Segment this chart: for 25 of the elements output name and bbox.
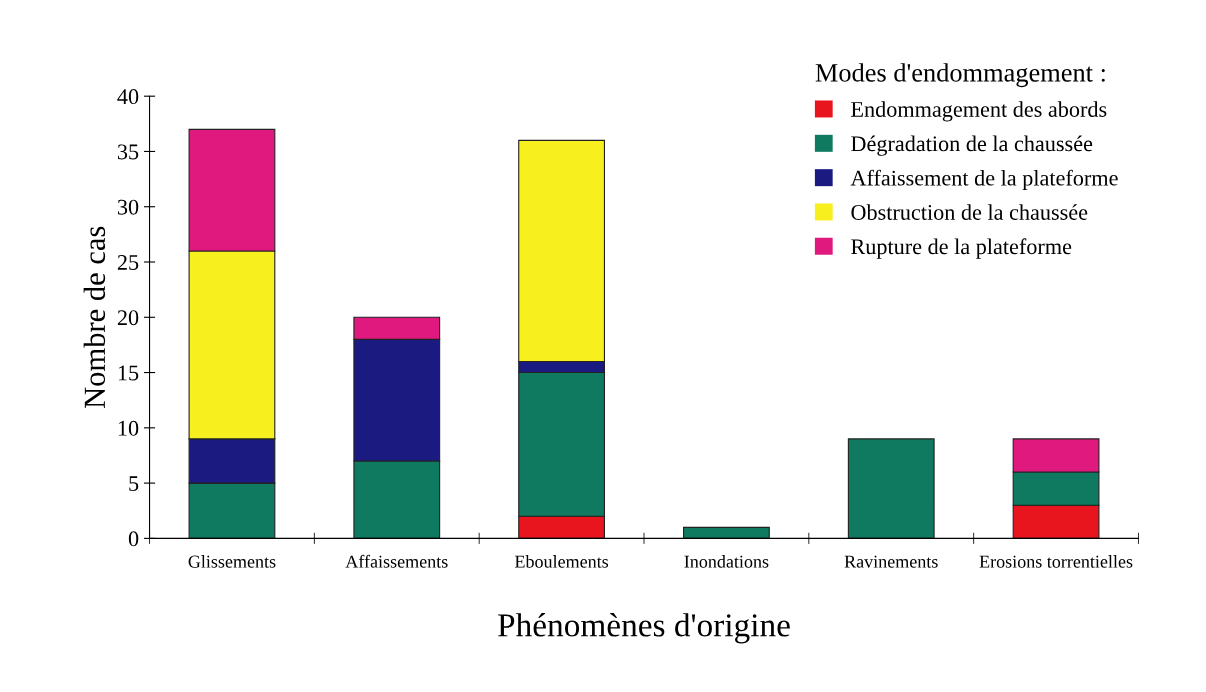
y-axis-title: Nombre de cas	[83, 226, 106, 409]
x-tick-label: Inondations	[684, 555, 769, 568]
legend-label: Affaissement de la plateforme	[850, 169, 1118, 191]
y-tick-label: 40	[117, 89, 139, 105]
y-tick-label: 25	[117, 255, 139, 270]
x-tick-label: Erosions torrentielles	[979, 555, 1133, 568]
y-tick-label: 5	[129, 476, 139, 492]
bar	[847, 438, 935, 539]
legend-title: Modes d'endommagement :	[815, 63, 1105, 88]
legend-label: Dégradation de la chaussée	[851, 135, 1093, 156]
x-tick-label: Eboulements	[514, 555, 609, 568]
legend-label: Obstruction de la chaussée	[851, 204, 1088, 220]
x-tick-label: Glissements	[188, 555, 276, 568]
y-tick-label: 35	[117, 144, 139, 160]
y-tick-label: 10	[118, 420, 139, 436]
bar	[683, 526, 770, 539]
legend-label: Rupture de la plateforme	[851, 238, 1072, 259]
legend-label: Endommagement des abords	[851, 101, 1107, 122]
y-tick-label: 30	[117, 199, 139, 215]
y-tick-label: 15	[118, 365, 139, 381]
x-tick-label: Affaissements	[345, 554, 448, 568]
x-tick-label: Ravinements	[844, 555, 938, 568]
x-axis-title: Phénomènes d'origine	[498, 613, 790, 644]
y-tick-label: 0	[128, 531, 139, 547]
y-tick-label: 20	[117, 310, 139, 326]
